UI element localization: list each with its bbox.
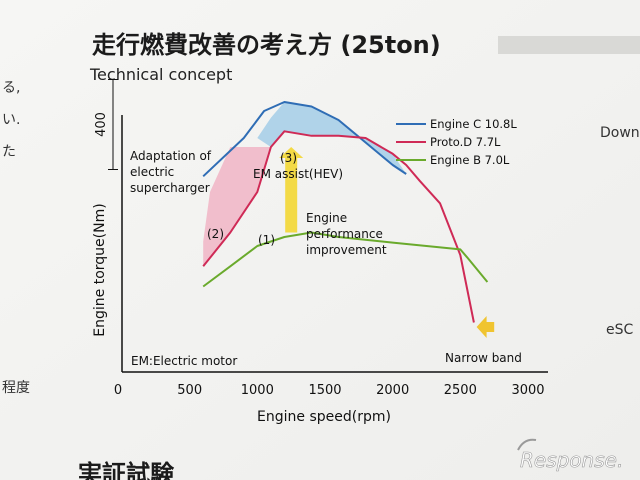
watermark-swoosh bbox=[517, 438, 537, 451]
region-em-assist-area bbox=[257, 102, 407, 174]
title-bar-decoration bbox=[498, 36, 640, 54]
x-tick-label-500: 500 bbox=[177, 383, 202, 398]
edge-fragment-right-1: Down bbox=[600, 125, 640, 141]
annotation-em-assist: EM assist(HEV) bbox=[253, 167, 343, 181]
legend-label-proto-d: Proto.D 7.7L bbox=[430, 135, 501, 149]
edge-fragment-left-1: る, bbox=[2, 80, 20, 96]
narrow-band-arrow bbox=[476, 316, 495, 338]
x-tick-label-2000: 2000 bbox=[376, 383, 409, 398]
annotation-narrow-band: Narrow band bbox=[445, 351, 522, 365]
annotation-label-2: (2) bbox=[207, 227, 224, 241]
edge-fragment-left-3: た bbox=[2, 144, 16, 160]
page-subtitle: Technical concept bbox=[89, 65, 232, 84]
edge-fragment-right-2: eSC bbox=[606, 322, 634, 338]
legend-label-engine-c: Engine C 10.8L bbox=[430, 117, 517, 131]
annotation-engine-perf-line-3: improvement bbox=[306, 243, 387, 257]
y-axis-title: Engine torque(Nm) bbox=[92, 203, 108, 336]
region-electric-supercharger-area bbox=[203, 147, 271, 267]
annotation-engine-perf-line-2: performance bbox=[306, 227, 383, 241]
annotation-adaptation-line-2: electric bbox=[130, 165, 174, 179]
x-tick-label-1000: 1000 bbox=[241, 383, 274, 398]
annotation-adaptation-line-3: supercharger bbox=[130, 181, 210, 195]
x-tick-label-0: 0 bbox=[114, 383, 122, 398]
series-line-engine-b-7-0l bbox=[202, 231, 489, 288]
annotation-label-3: (3) bbox=[280, 151, 297, 165]
x-tick-label-1500: 1500 bbox=[308, 383, 341, 398]
annotation-adaptation-line-1: Adaptation of bbox=[130, 149, 212, 163]
series-line-proto-d-7-7l bbox=[202, 130, 475, 323]
edge-fragment-left-2: い. bbox=[2, 112, 20, 128]
x-tick-label-2500: 2500 bbox=[444, 383, 477, 398]
edge-fragment-left-4: 程度 bbox=[2, 380, 30, 396]
x-axis-title: Engine speed(rpm) bbox=[257, 409, 391, 425]
x-tick-labels: 0 500 1000 1500 2000 2500 3000 bbox=[114, 383, 545, 398]
chart-series bbox=[202, 101, 489, 323]
annotation-label-1: (1) bbox=[258, 233, 275, 247]
y-scale-label: 400 bbox=[94, 112, 109, 137]
engine-performance-arrow bbox=[279, 147, 304, 233]
torque-curve-chart: 0 500 1000 1500 2000 2500 3000 400 Engine spee… bbox=[92, 79, 548, 425]
legend: Engine C 10.8L Proto.D 7.7L Engine B 7.0… bbox=[396, 117, 517, 167]
legend-label-engine-b: Engine B 7.0L bbox=[430, 153, 510, 167]
watermark-text: Response. bbox=[520, 448, 623, 472]
series-line-engine-c-10-8l bbox=[202, 101, 407, 178]
annotation-engine-perf-line-1: Engine bbox=[306, 211, 347, 225]
page-title: 走行燃費改善の考え方 (25ton) bbox=[92, 31, 441, 59]
y-scale-bar: 400 bbox=[94, 79, 118, 170]
edge-fragment-bottom: 実証試験 bbox=[78, 460, 175, 480]
chart-regions bbox=[203, 102, 407, 267]
annotation-em-note: EM:Electric motor bbox=[131, 354, 237, 368]
x-tick-label-3000: 3000 bbox=[511, 383, 544, 398]
watermark: Response. bbox=[517, 438, 624, 472]
